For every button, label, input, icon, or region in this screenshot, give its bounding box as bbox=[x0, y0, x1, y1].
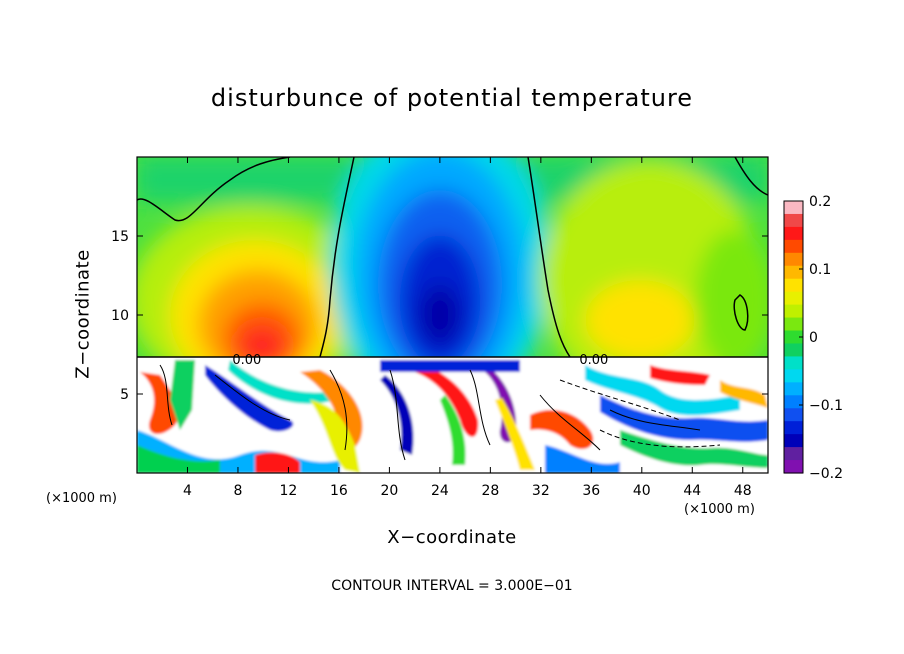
x-tick-label: 12 bbox=[280, 483, 298, 499]
colorbar-swatch bbox=[784, 226, 803, 241]
contour-interval-note: CONTOUR INTERVAL = 3.000E−01 bbox=[331, 578, 573, 594]
colorbar-tick-label: 0 bbox=[809, 330, 818, 346]
chart-title: disturbunce of potential temperature bbox=[210, 84, 694, 112]
contour-label: 0.00 bbox=[232, 353, 261, 368]
x-tick-label: 28 bbox=[481, 483, 499, 499]
colorbar-tick-label: 0.2 bbox=[809, 194, 831, 210]
x-unit-label-right: (×1000 m) bbox=[684, 502, 755, 517]
zero-contour-left bbox=[137, 157, 291, 222]
colorbar-swatch bbox=[784, 317, 803, 332]
x-axis-label: X−coordinate bbox=[387, 527, 517, 548]
colorbar-swatch bbox=[784, 395, 803, 409]
colorbar-swatch bbox=[784, 356, 803, 370]
colorbar-swatch bbox=[784, 304, 803, 319]
colorbar-swatch bbox=[784, 252, 803, 267]
colorbar-swatch bbox=[784, 330, 803, 345]
contour-labels: 0.00 0.00 bbox=[232, 353, 608, 368]
colorbar-swatch bbox=[784, 447, 803, 461]
x-tick-label: 20 bbox=[380, 483, 398, 499]
y-axis-label: Z−coordinate bbox=[72, 249, 94, 379]
x-tick-label: 4 bbox=[183, 483, 192, 499]
colorbar-swatch bbox=[784, 382, 803, 396]
colorbar-swatch bbox=[784, 278, 803, 293]
colorbar-tick-label: −0.2 bbox=[809, 466, 843, 482]
small-closed-contour bbox=[733, 294, 749, 331]
zero-contour-center-right bbox=[527, 157, 571, 358]
contour-label: 0.00 bbox=[579, 353, 608, 368]
colorbar-swatch bbox=[784, 201, 803, 215]
colorbar-swatch bbox=[784, 213, 803, 228]
colorbar-swatch bbox=[784, 421, 803, 435]
y-axis: 5 10 15 bbox=[111, 229, 768, 403]
zero-contour-center-left bbox=[319, 157, 355, 358]
colorbar-swatch bbox=[784, 408, 803, 422]
x-axis: 4 8 12 16 20 24 28 32 36 40 44 48 bbox=[183, 157, 752, 499]
x-tick-label: 24 bbox=[431, 483, 449, 499]
colorbar-swatch bbox=[784, 460, 803, 474]
zero-contour-right bbox=[734, 157, 768, 196]
colorbar-tick-label: −0.1 bbox=[809, 398, 843, 414]
x-tick-label: 32 bbox=[532, 483, 550, 499]
x-tick-label: 8 bbox=[233, 483, 242, 499]
contour-lines bbox=[137, 157, 768, 461]
y-tick-label: 5 bbox=[120, 387, 129, 403]
colorbar-swatch bbox=[784, 434, 803, 448]
colorbar-swatch bbox=[784, 265, 803, 280]
x-tick-label: 36 bbox=[582, 483, 600, 499]
x-tick-label: 48 bbox=[734, 483, 752, 499]
x-tick-label: 44 bbox=[683, 483, 701, 499]
colorbar-swatch bbox=[784, 369, 803, 383]
colorbar-swatch bbox=[784, 239, 803, 254]
x-tick-label: 16 bbox=[330, 483, 348, 499]
colorbar: 0.2 0.1 0 −0.1 −0.2 bbox=[783, 194, 843, 482]
colorbar-swatch bbox=[784, 291, 803, 306]
colorbar-swatch bbox=[784, 343, 803, 358]
colorbar-tick-label: 0.1 bbox=[809, 262, 831, 278]
x-unit-label-left: (×1000 m) bbox=[46, 491, 117, 506]
heatmap-field bbox=[137, 157, 768, 473]
y-tick-label: 15 bbox=[111, 229, 129, 245]
y-tick-label: 10 bbox=[111, 308, 129, 324]
x-tick-label: 40 bbox=[633, 483, 651, 499]
